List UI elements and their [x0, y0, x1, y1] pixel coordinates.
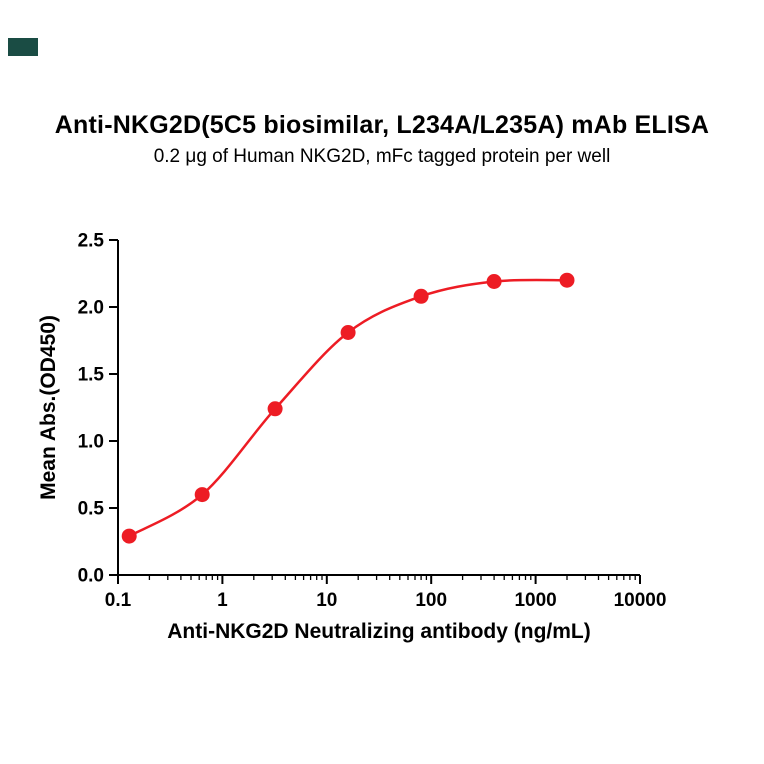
y-tick-label: 1.5 — [78, 365, 105, 386]
y-axis-title: Mean Abs.(OD450) — [37, 315, 60, 500]
y-tick-label: 2.0 — [78, 298, 104, 319]
x-axis-title: Anti-NKG2D Neutralizing antibody (ng/mL) — [167, 620, 590, 643]
x-tick-label: 1 — [217, 590, 228, 611]
x-tick-label: 10000 — [614, 590, 667, 611]
data-point — [267, 401, 283, 417]
y-tick-label: 2.5 — [78, 231, 105, 252]
x-tick-label: 0.1 — [105, 590, 132, 611]
data-point — [194, 487, 210, 503]
x-tick-label: 10 — [316, 590, 337, 611]
x-tick-label: 100 — [415, 590, 447, 611]
x-tick-label: 1000 — [514, 590, 556, 611]
chart-title: Anti-NKG2D(5C5 biosimilar, L234A/L235A) … — [54, 111, 710, 139]
dose-response-curve — [128, 278, 568, 538]
data-point — [486, 274, 502, 289]
y-tick-label: 0.5 — [78, 499, 105, 520]
chart-subtitle: 0.2 μg of Human NKG2D, mFc tagged protei… — [153, 146, 611, 167]
elisa-chart: 0.1 1 10 100 1000 10000 0.0 0.5 1.0 1.5 2.0 2.5 Anti… — [37, 231, 667, 644]
data-point — [340, 325, 356, 340]
logo-block — [8, 38, 38, 56]
data-point — [413, 288, 429, 304]
y-tick-label: 1.0 — [78, 432, 104, 453]
data-point — [559, 272, 575, 288]
y-tick-label: 0.0 — [78, 566, 104, 587]
data-point — [121, 528, 137, 544]
